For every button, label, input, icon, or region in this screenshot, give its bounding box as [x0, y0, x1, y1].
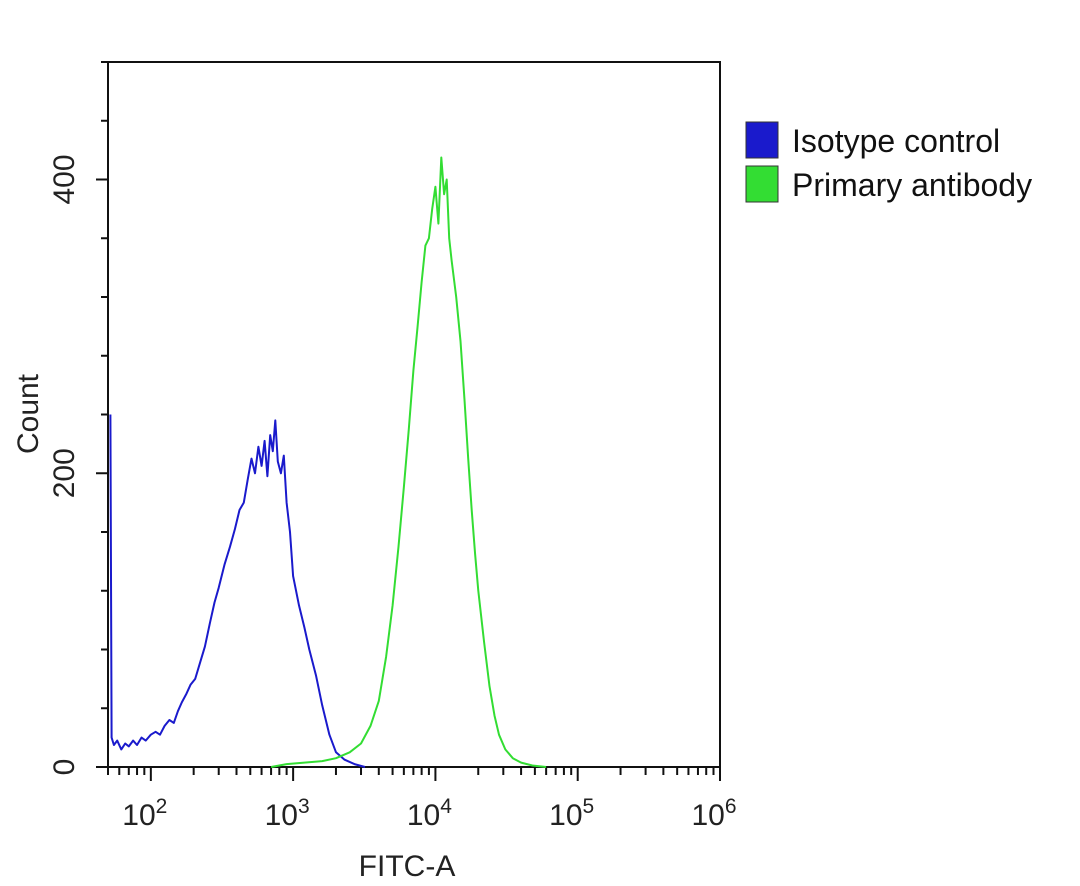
legend-swatch: [745, 121, 779, 159]
series-line-1: [270, 156, 547, 768]
series-line-0: [109, 414, 366, 768]
x-axis-title: FITC-A: [359, 850, 456, 883]
legend-swatch: [745, 165, 779, 203]
y-tick-label: 400: [48, 154, 81, 204]
legend: Isotype control Primary antibody: [745, 121, 1032, 203]
x-tick-label: 102: [122, 795, 167, 832]
y-axis-title: Count: [12, 373, 45, 454]
y-tick-label: 200: [48, 448, 81, 498]
x-tick-label: 104: [407, 795, 452, 832]
legend-label: Primary antibody: [792, 167, 1032, 203]
x-axis: 102 103 104 105 106: [107, 767, 737, 832]
plot-frame: [107, 61, 721, 768]
x-tick-label: 103: [265, 795, 310, 832]
x-tick-label: 106: [691, 795, 736, 832]
y-axis: 0 200 400: [48, 61, 108, 776]
legend-label: Isotype control: [792, 123, 1000, 159]
y-tick-label: 0: [48, 759, 81, 776]
x-tick-label: 105: [549, 795, 594, 832]
series-layer: [109, 156, 547, 768]
